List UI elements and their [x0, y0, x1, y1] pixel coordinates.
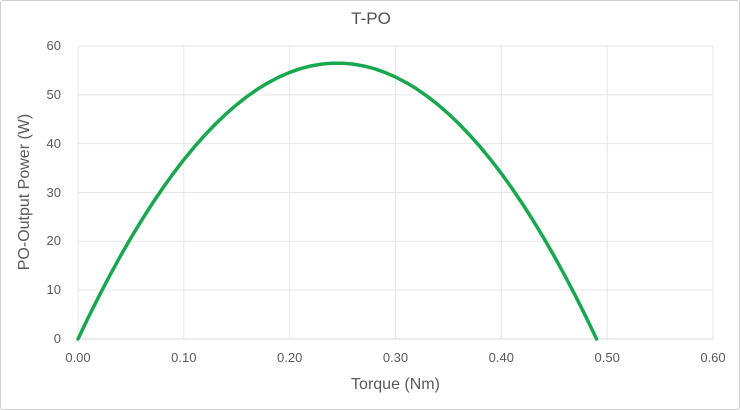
series-line-t-po [76, 61, 599, 341]
y-tick-label: 0 [53, 331, 61, 346]
x-tick-label: 0.60 [700, 350, 726, 365]
x-tick-label: 0.20 [277, 350, 303, 365]
y-tick-label: 50 [46, 86, 61, 102]
y-tick-label: 60 [46, 38, 61, 53]
y-tick-label: 10 [46, 282, 61, 298]
y-tick-label: 30 [46, 184, 61, 200]
y-tick-label: 40 [46, 135, 61, 151]
x-tick-label: 0.10 [171, 350, 197, 365]
x-tick-label: 0.00 [65, 350, 91, 365]
y-tick-label: 20 [46, 233, 61, 249]
chart-title: T-PO [351, 9, 391, 28]
x-tick-label: 0.50 [594, 350, 620, 365]
x-axis-title: Torque (Nm) [351, 376, 440, 393]
x-tick-label: 0.30 [382, 350, 409, 365]
x-tick-label: 0.40 [488, 350, 514, 365]
